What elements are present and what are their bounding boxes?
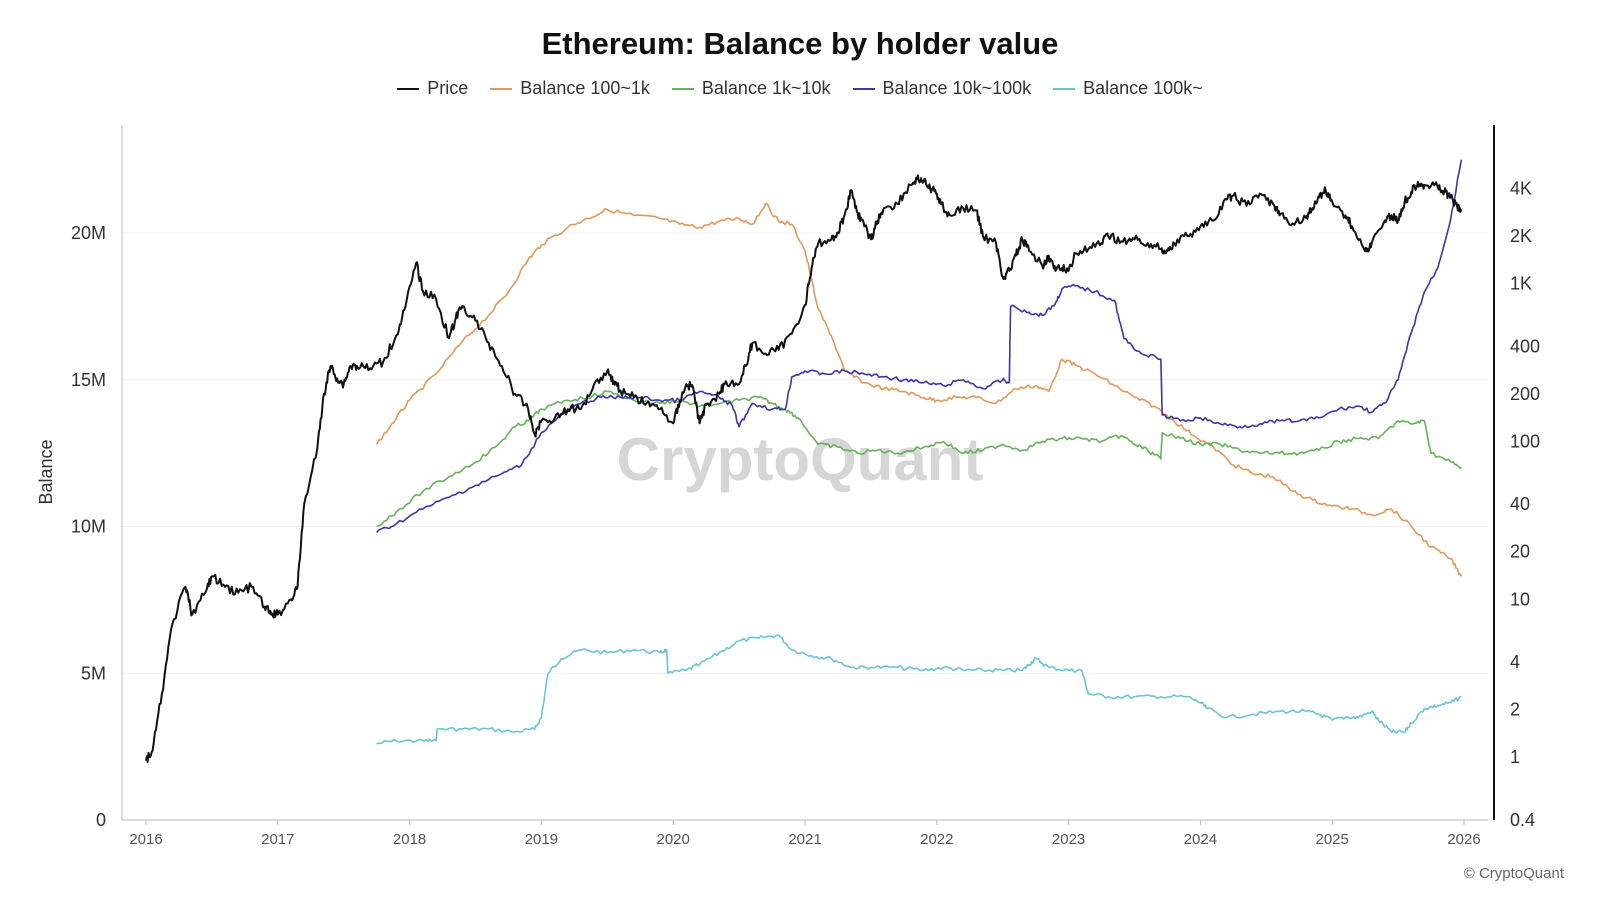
y2-tick-label: 2K xyxy=(1510,226,1532,246)
y2-tick-label: 200 xyxy=(1510,384,1540,404)
series-line-balance-10k-100k xyxy=(376,159,1463,533)
x-tick-label: 2018 xyxy=(393,831,426,848)
legend-label: Balance 100~1k xyxy=(520,78,650,98)
y2-tick-label: 1K xyxy=(1510,273,1532,293)
x-tick-label: 2016 xyxy=(129,831,162,848)
legend-label: Balance 10k~100k xyxy=(882,78,1032,98)
y-tick-label: 0 xyxy=(96,810,106,830)
legend-item-balance-1k-10k[interactable]: Balance 1k~10k xyxy=(671,78,831,99)
legend-item-balance-10k-100k[interactable]: Balance 10k~100k xyxy=(852,78,1032,99)
y-tick-label: 10M xyxy=(71,517,106,537)
series-line-balance-100k xyxy=(376,634,1462,745)
legend-swatch xyxy=(852,87,875,90)
y2-tick-label: 0.4 xyxy=(1510,810,1535,830)
y-axis-ticks: 0 5M 10M 15M 20M xyxy=(71,223,106,830)
gridlines xyxy=(122,232,1488,674)
legend: Price Balance 100~1k Balance 1k~10k Bala… xyxy=(0,78,1600,99)
x-tick-label: 2022 xyxy=(920,831,953,848)
legend-label: Price xyxy=(427,78,469,98)
watermark: CryptoQuant xyxy=(617,426,984,493)
legend-swatch xyxy=(671,87,694,90)
y2-tick-label: 400 xyxy=(1510,336,1540,356)
y2-tick-label: 40 xyxy=(1510,494,1530,514)
legend-swatch xyxy=(490,87,513,90)
y2-tick-label: 1 xyxy=(1510,747,1520,767)
x-tick-label: 2020 xyxy=(657,831,690,848)
x-axis-ticks: 2016 2017 2018 2019 2020 2021 2022 2023 2024 2025… xyxy=(129,820,1481,848)
legend-item-price[interactable]: Price xyxy=(397,78,468,99)
legend-swatch xyxy=(397,87,420,90)
chart-title: Ethereum: Balance by holder value xyxy=(541,26,1059,61)
series-line-balance-1k-10k xyxy=(376,390,1462,528)
legend-label: Balance 100k~ xyxy=(1083,78,1203,98)
x-tick-label: 2023 xyxy=(1052,831,1085,848)
y-tick-label: 20M xyxy=(71,223,106,243)
y-tick-label: 15M xyxy=(71,370,106,390)
legend-label: Balance 1k~10k xyxy=(701,78,831,98)
y2-axis-ticks: 0.4 1 2 4 10 20 40 100 200 400 1K 2K 4K xyxy=(1510,178,1540,830)
y2-tick-label: 2 xyxy=(1510,700,1520,720)
y2-tick-label: 4K xyxy=(1510,178,1532,198)
series-line-balance-100-1k xyxy=(375,202,1463,577)
y2-tick-label: 4 xyxy=(1510,652,1520,672)
credit-text: © CryptoQuant xyxy=(1463,865,1564,882)
legend-item-balance-100-1k[interactable]: Balance 100~1k xyxy=(490,78,650,99)
y-axis-label: Balance xyxy=(36,439,56,504)
x-tick-label: 2021 xyxy=(788,831,821,848)
legend-swatch xyxy=(1053,87,1076,90)
y2-tick-label: 10 xyxy=(1510,589,1530,609)
x-tick-label: 2026 xyxy=(1447,831,1480,848)
x-tick-label: 2025 xyxy=(1316,831,1349,848)
y-tick-label: 5M xyxy=(81,663,106,683)
legend-item-balance-100k[interactable]: Balance 100k~ xyxy=(1053,78,1203,99)
y2-tick-label: 100 xyxy=(1510,431,1540,451)
series-line-price xyxy=(145,174,1463,763)
x-tick-label: 2024 xyxy=(1184,831,1217,848)
x-tick-label: 2019 xyxy=(525,831,558,848)
y2-tick-label: 20 xyxy=(1510,542,1530,562)
series-layer xyxy=(145,159,1463,763)
x-tick-label: 2017 xyxy=(261,831,294,848)
